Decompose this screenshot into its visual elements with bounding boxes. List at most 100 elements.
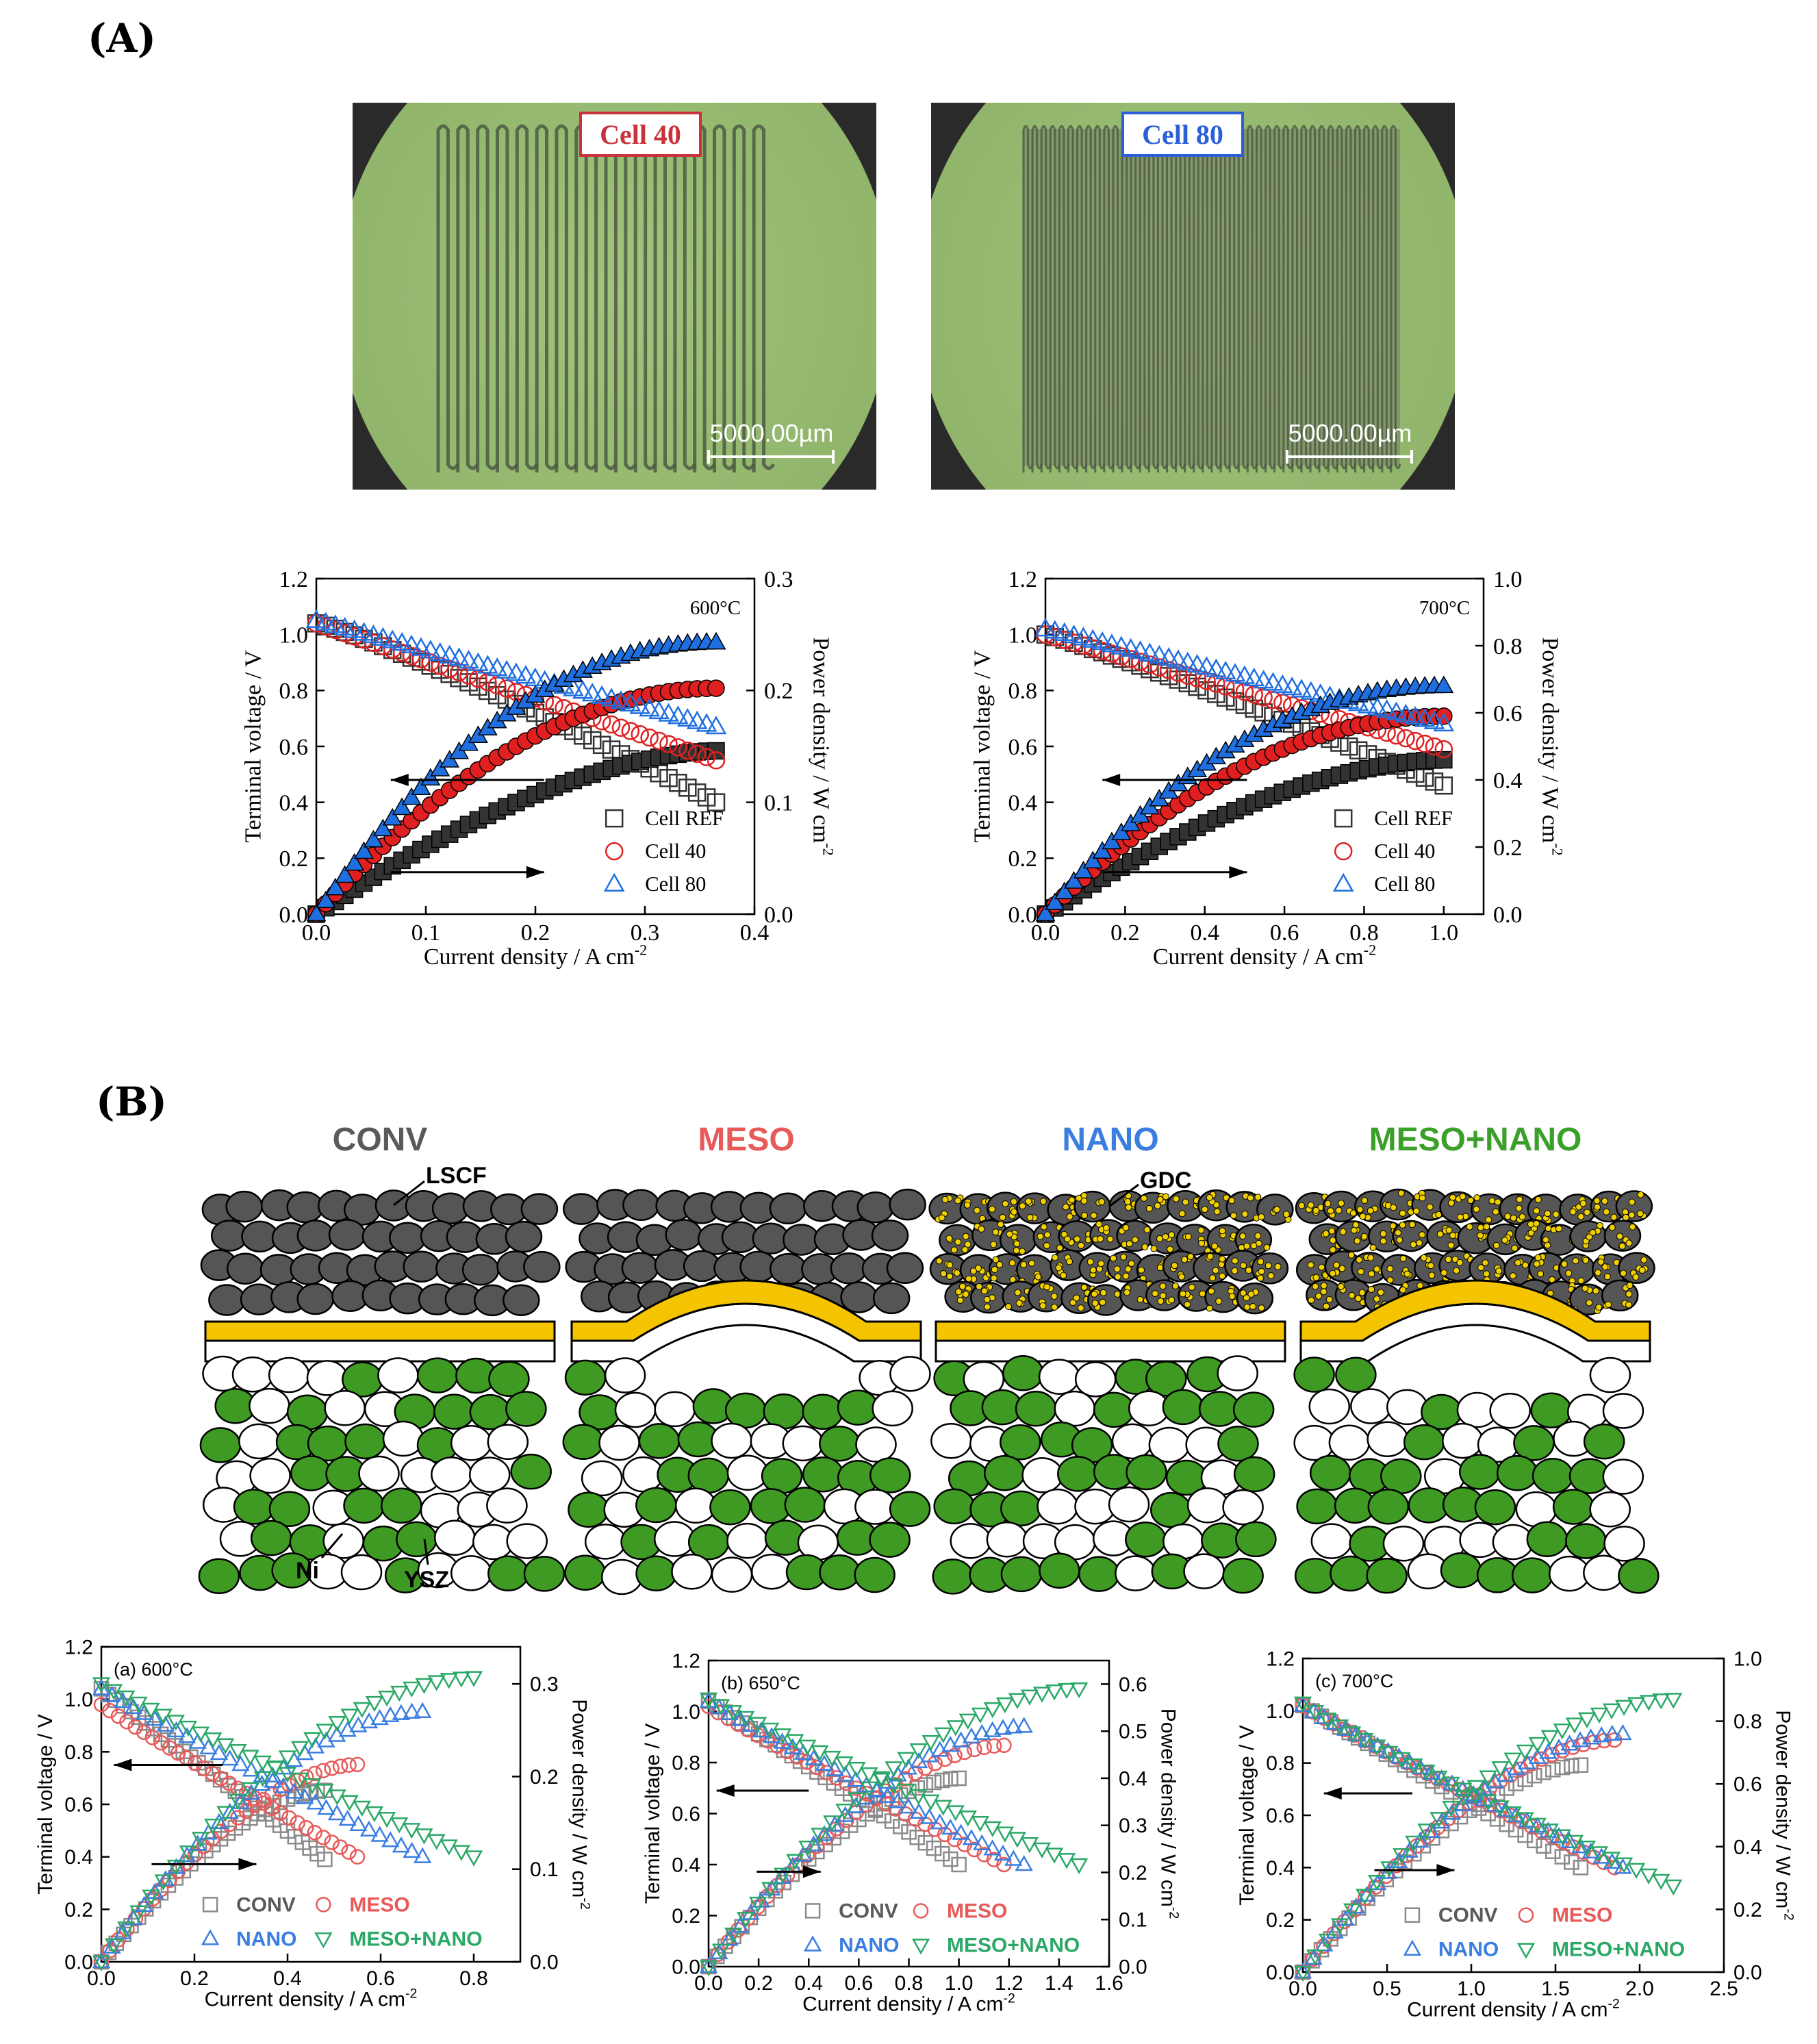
y2-axis-label: Power density / W cm-2 <box>1772 1710 1796 1920</box>
power-point <box>298 1769 314 1785</box>
axis-arrows <box>390 774 544 879</box>
voltage-point <box>930 1813 949 1830</box>
x-tick-label: 0.2 <box>744 1972 773 1995</box>
ni-label: Ni <box>296 1558 319 1584</box>
power-point <box>971 1707 989 1724</box>
voltage-point <box>1158 647 1180 666</box>
power-point <box>114 1923 132 1940</box>
power-point <box>204 1818 223 1835</box>
power-point <box>749 1896 767 1913</box>
power-point <box>382 807 403 826</box>
x-tick-label: 1.2 <box>995 1972 1024 1995</box>
voltage-point <box>1032 1842 1052 1858</box>
voltage-point <box>363 624 384 644</box>
y2-tick-label: 0.5 <box>1119 1721 1147 1743</box>
y-tick-label: 0.0 <box>1008 903 1038 928</box>
power-point <box>724 1927 743 1944</box>
voltage-point <box>1400 1752 1419 1769</box>
voltage-point <box>1507 1806 1525 1822</box>
voltage-point <box>943 1851 958 1867</box>
power-point <box>926 1774 942 1791</box>
voltage-point <box>204 1765 220 1782</box>
y2-axis-label: Power density / W cm-2 <box>809 637 837 855</box>
temperature-label: 600°C <box>690 597 741 619</box>
power-point <box>897 1752 915 1768</box>
voltage-point <box>885 1778 903 1795</box>
voltage-point <box>773 1732 791 1749</box>
voltage-point <box>1197 672 1216 690</box>
power-point <box>1442 1800 1460 1817</box>
power-point <box>1405 1835 1423 1852</box>
power-point <box>836 1806 854 1822</box>
power-point <box>798 1841 817 1857</box>
voltage-point <box>762 1727 781 1743</box>
power-point <box>154 1874 173 1891</box>
voltage-point <box>962 1829 981 1845</box>
power-point <box>290 1741 309 1757</box>
power-point <box>1304 1948 1323 1965</box>
power-point <box>1330 1918 1349 1934</box>
power-point <box>943 1771 958 1787</box>
voltage-point <box>774 1728 792 1745</box>
power-point <box>241 1782 259 1798</box>
y-tick-label: 0.8 <box>1266 1752 1295 1775</box>
power-point <box>1443 1804 1462 1820</box>
voltage-point <box>639 698 661 717</box>
voltage-point <box>278 1767 297 1783</box>
voltage-point <box>144 1730 161 1745</box>
schematic-title-conv: CONV <box>333 1122 428 1158</box>
voltage-point <box>191 1726 210 1743</box>
voltage-point <box>253 1755 272 1772</box>
electrode-schematics: CONV MESO NANO MESO+NANO LSCF GDC Ni YSZ <box>198 1122 1660 1595</box>
voltage-point <box>926 1840 942 1856</box>
voltage-point <box>486 657 508 677</box>
voltage-point <box>167 1721 186 1738</box>
y2-tick-label: 0.1 <box>1119 1909 1147 1932</box>
y-tick-label: 0.0 <box>672 1956 700 1979</box>
power-point <box>349 1756 366 1773</box>
legend: Cell REF Cell 40 Cell 80 <box>1332 807 1453 896</box>
voltage-point <box>1356 1732 1374 1750</box>
power-point <box>392 797 412 816</box>
power-point <box>1092 841 1113 859</box>
power-point <box>1602 1703 1621 1719</box>
legend-marker <box>603 872 625 892</box>
voltage-point <box>951 1856 967 1873</box>
voltage-point <box>1423 710 1445 729</box>
voltage-point <box>920 1808 939 1824</box>
power-point <box>973 1724 991 1740</box>
power-point <box>1554 1759 1571 1776</box>
power-point <box>1614 1724 1632 1741</box>
power-point <box>976 1739 992 1756</box>
voltage-point <box>390 1817 409 1834</box>
power-point <box>835 1804 854 1820</box>
support-layer <box>935 1339 1286 1363</box>
legend-marker <box>202 1897 218 1913</box>
voltage-point <box>1262 672 1284 691</box>
voltage-point <box>767 1737 783 1753</box>
anode-particles <box>562 1356 931 1595</box>
voltage-point <box>846 1771 865 1787</box>
y2-tick-label: 1.0 <box>1733 1648 1762 1671</box>
legend-marker <box>201 1929 220 1945</box>
power-point <box>826 1815 844 1832</box>
voltage-point <box>392 1837 411 1853</box>
voltage-point <box>450 663 468 682</box>
voltage-point <box>303 1778 322 1795</box>
voltage-point <box>414 1847 432 1863</box>
voltage-point <box>255 1795 272 1811</box>
voltage-point <box>696 713 717 732</box>
power-point <box>815 1825 834 1841</box>
power-point <box>92 1955 111 1972</box>
voltage-point <box>711 1699 730 1715</box>
legend-marker <box>1516 1943 1536 1959</box>
voltage-point <box>402 646 421 666</box>
power-point <box>401 787 422 805</box>
x-tick-label: 0.8 <box>895 1972 924 1995</box>
voltage-point <box>187 1755 203 1771</box>
voltage-point <box>129 1696 148 1713</box>
chart-1: 0.0 0.1 0.2 0.3 0.40.00.20.40.60.81.01.20.00… <box>240 567 837 970</box>
voltage-point <box>377 1811 396 1828</box>
legend-label: Cell 40 <box>1374 840 1435 863</box>
voltage-point <box>935 1845 950 1862</box>
